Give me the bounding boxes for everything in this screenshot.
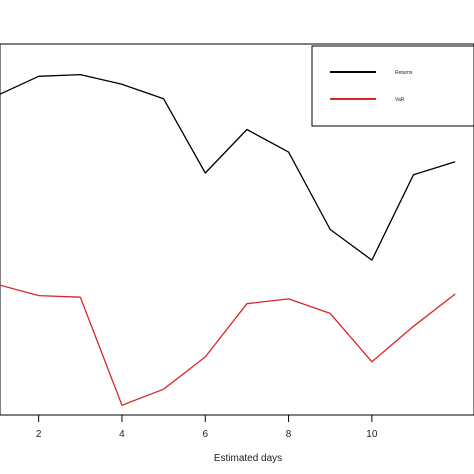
series-line-var bbox=[0, 284, 455, 405]
x-tick-label: 10 bbox=[366, 429, 378, 440]
x-tick-label: 4 bbox=[119, 429, 125, 440]
legend-box bbox=[312, 46, 474, 126]
legend-label-var: VaR bbox=[395, 97, 405, 103]
x-tick-label: 2 bbox=[36, 429, 42, 440]
legend: Returns VaR bbox=[312, 46, 474, 126]
x-axis-ticks: 2 4 6 8 10 bbox=[36, 415, 378, 440]
legend-label-returns: Returns bbox=[395, 70, 413, 76]
x-tick-label: 6 bbox=[202, 429, 208, 440]
x-axis-title: Estimated days bbox=[214, 453, 282, 464]
x-tick-label: 8 bbox=[286, 429, 292, 440]
